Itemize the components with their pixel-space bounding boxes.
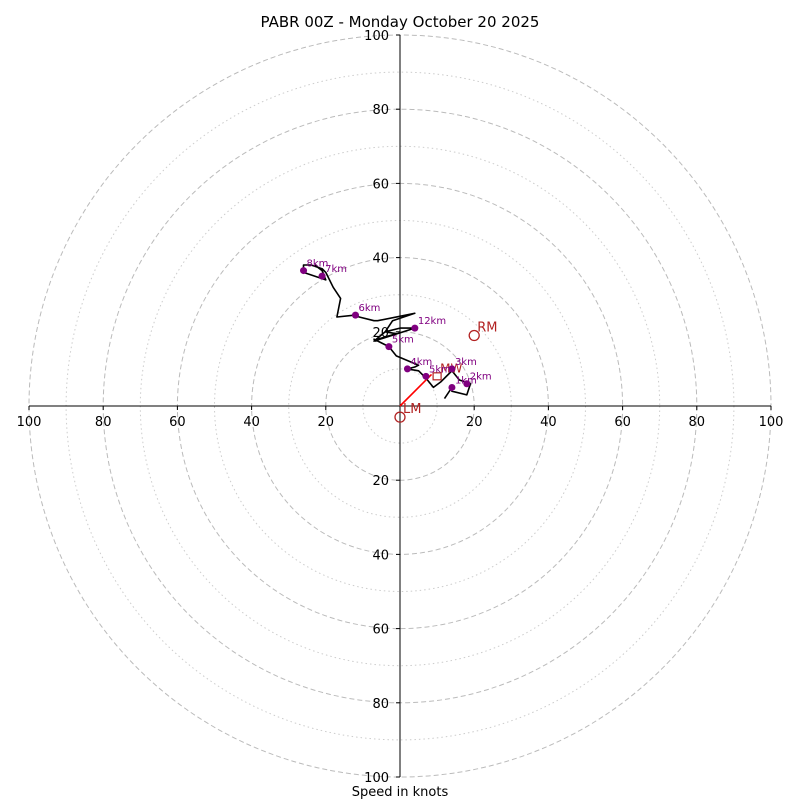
tick-labels: 100 80 60 40 20 20 40 60 80 100100806040202040608… [17,29,784,786]
mean-wind-marker [432,372,442,381]
storm-motion-label: LM [403,402,421,417]
height-markers: 1km2km3km4km5km5km6km7km8km12km [300,259,492,391]
height-marker-label: 8km [307,259,329,270]
x-tick-label: 60 [614,415,631,430]
height-marker-point [403,365,411,373]
x-tick-label: 80 [689,415,706,430]
height-marker-label: 7km [325,264,347,275]
height-marker-point [300,267,308,275]
height-marker-point [351,311,359,319]
y-tick-label: 20 [372,474,389,489]
hodograph-trace-line [302,264,472,400]
y-tick-label: 80 [372,103,389,118]
height-marker-label: 4km [410,357,432,368]
hodograph-trace-group [302,264,472,400]
height-marker-label: 12km [418,316,446,327]
y-tick-label: 100 [364,29,389,44]
height-marker-label: 5km [392,335,414,346]
y-tick-label: 60 [372,177,389,192]
height-marker-point [448,365,456,373]
x-axis-label: Speed in knots [352,785,449,800]
height-marker-point [318,272,326,280]
height-marker-point [463,380,471,388]
height-marker-label: 5km [429,364,451,375]
x-tick-label: 40 [243,415,260,430]
storm-motion-marker [394,411,406,423]
y-tick-label: 100 [364,771,389,786]
storm-motion-label: RM [477,321,497,336]
height-marker-label: 6km [358,303,380,314]
x-tick-label: 40 [540,415,557,430]
y-tick-label: 40 [372,548,389,563]
height-marker-point [448,383,456,391]
x-tick-label: 80 [95,415,112,430]
height-marker-label: 3km [455,357,477,368]
x-tick-label: 20 [466,415,483,430]
y-tick-label: 40 [372,252,389,267]
x-tick-label: 60 [169,415,186,430]
chart-title: PABR 00Z - Monday October 20 2025 [261,13,540,31]
x-tick-label: 20 [318,415,335,430]
y-tick-label: 60 [372,623,389,638]
y-tick-label: 80 [372,697,389,712]
height-marker-point [422,372,430,380]
height-marker-point [385,343,393,351]
height-marker-label: 2km [470,372,492,383]
x-tick-label: 100 [17,415,42,430]
height-marker-point [411,324,419,332]
storm-motion-marker [468,329,480,342]
x-tick-label: 100 [759,415,784,430]
